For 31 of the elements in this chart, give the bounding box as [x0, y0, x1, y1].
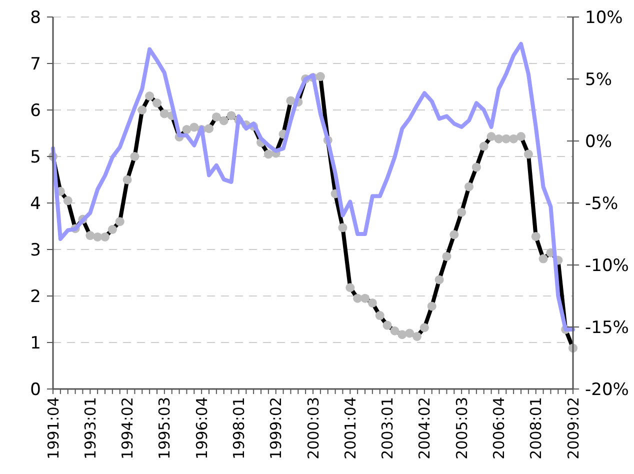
y-tick-label: 4 [30, 194, 41, 214]
y-tick-label: 8 [30, 8, 41, 28]
y-tick-label: 6 [30, 100, 41, 121]
x-tick-label: 1993:01 [81, 397, 100, 460]
x-tick-label: 1996:04 [192, 397, 211, 460]
y2-tick-label: -20% [585, 380, 629, 400]
y-tick-label: 5 [30, 147, 41, 168]
x-tick-label: 1994:02 [118, 397, 137, 460]
y-tick-label: 3 [30, 240, 41, 260]
x-tick-label: 2005:03 [452, 397, 471, 460]
x-tick-label: 2003:01 [378, 397, 397, 460]
x-tick-label: 2009:02 [564, 397, 582, 460]
x-tick-label: 1995:03 [156, 397, 174, 460]
y-tick-label: 7 [30, 54, 41, 74]
x-tick-label: 1991:04 [44, 397, 62, 460]
x-tick-label: 2001:04 [341, 397, 360, 460]
x-tick-label: 2008:01 [527, 397, 546, 460]
y2-tick-label: 5% [585, 70, 612, 90]
y-tick-label: 1 [30, 333, 41, 354]
x-tick-label: 1999:02 [267, 397, 286, 460]
y-tick-label: 2 [30, 286, 41, 307]
y2-tick-label: -5% [585, 194, 618, 214]
y2-tick-label: 0% [585, 132, 612, 152]
y-tick-label: 0 [30, 380, 41, 400]
x-tick-label: 1998:01 [230, 397, 248, 460]
y2-tick-label: -15% [585, 318, 629, 338]
x-tick-label: 2004:02 [416, 397, 434, 460]
y2-tick-label: -10% [585, 256, 629, 276]
x-tick-label: 2000:03 [304, 397, 322, 460]
y2-tick-label: 10% [585, 8, 623, 28]
x-tick-label: 2006:04 [490, 397, 508, 460]
